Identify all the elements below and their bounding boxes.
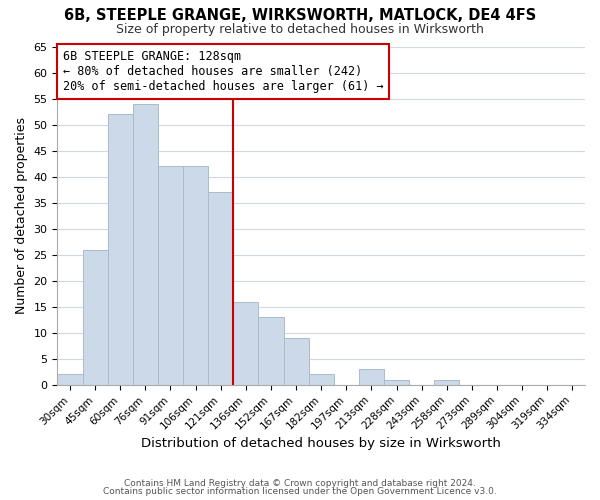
Bar [83, 250, 107, 385]
Bar [359, 369, 384, 385]
Bar [384, 380, 409, 385]
Bar [434, 380, 460, 385]
Bar [308, 374, 334, 385]
Y-axis label: Number of detached properties: Number of detached properties [15, 117, 28, 314]
Bar [284, 338, 308, 385]
Bar [259, 317, 284, 385]
Text: 6B, STEEPLE GRANGE, WIRKSWORTH, MATLOCK, DE4 4FS: 6B, STEEPLE GRANGE, WIRKSWORTH, MATLOCK,… [64, 8, 536, 22]
X-axis label: Distribution of detached houses by size in Wirksworth: Distribution of detached houses by size … [141, 437, 501, 450]
Bar [208, 192, 233, 385]
Text: 6B STEEPLE GRANGE: 128sqm
← 80% of detached houses are smaller (242)
20% of semi: 6B STEEPLE GRANGE: 128sqm ← 80% of detac… [62, 50, 383, 93]
Bar [158, 166, 183, 385]
Bar [58, 374, 83, 385]
Bar [183, 166, 208, 385]
Text: Contains public sector information licensed under the Open Government Licence v3: Contains public sector information licen… [103, 487, 497, 496]
Bar [107, 114, 133, 385]
Text: Contains HM Land Registry data © Crown copyright and database right 2024.: Contains HM Land Registry data © Crown c… [124, 478, 476, 488]
Bar [133, 104, 158, 385]
Text: Size of property relative to detached houses in Wirksworth: Size of property relative to detached ho… [116, 22, 484, 36]
Bar [233, 302, 259, 385]
